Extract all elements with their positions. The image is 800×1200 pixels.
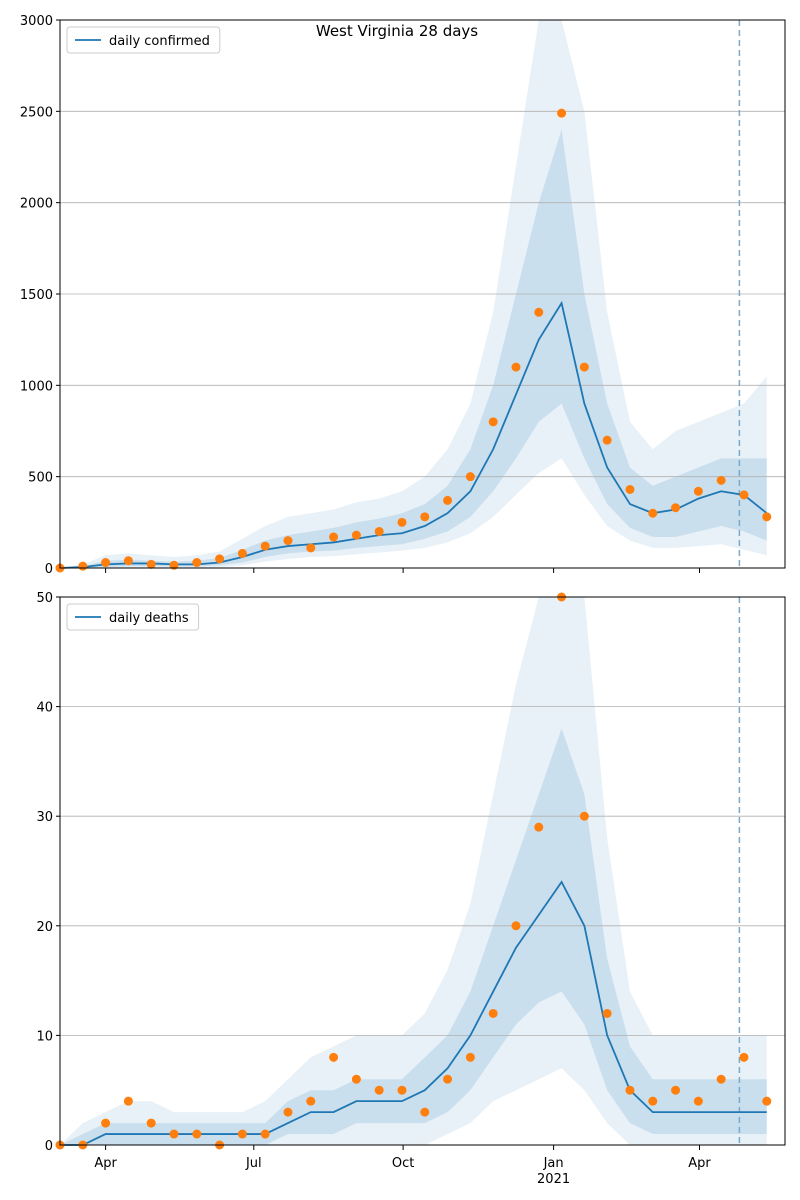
observed-point [123,1096,133,1106]
legend: daily confirmed [66,26,221,54]
observed-point [625,484,635,494]
figure-title: West Virginia 28 days [316,22,478,40]
y-tick-label: 40 [36,701,53,716]
observed-point [534,307,544,317]
observed-point [260,541,270,551]
uncertainty-band [60,20,767,568]
observed-point [306,1096,316,1106]
observed-point [237,1129,247,1139]
observed-point [397,1085,407,1095]
observed-point [693,486,703,496]
observed-point [420,512,430,522]
y-tick-label: 2000 [20,197,53,212]
y-tick-label: 0 [45,562,53,577]
panel: 0 500 1000 1500 2000 2500 3000 daily confirmed [20,14,786,577]
observed-point [420,1107,430,1117]
observed-point [169,1129,179,1139]
observed-point [762,512,772,522]
observed-point [579,811,589,821]
observed-point [329,532,339,542]
observed-point [443,1074,453,1084]
observed-point [648,508,658,518]
observed-point [557,108,567,118]
observed-point [488,1008,498,1018]
legend-label: daily confirmed [109,34,210,49]
observed-point [693,1096,703,1106]
y-tick-label: 20 [36,920,53,935]
observed-point [511,362,521,372]
y-tick-label: 50 [36,591,53,606]
y-tick-label: 30 [36,810,53,825]
y-tick-label: 500 [28,471,53,486]
observed-point [397,517,407,527]
observed-point [374,1085,384,1095]
observed-point [283,536,293,546]
observed-point [146,559,156,569]
plot-frame [59,19,786,569]
y-tick-label: 0 [45,1139,53,1154]
x-tick-label: Jan 2021 [537,1156,570,1187]
y-tick-label: 1500 [20,288,53,303]
legend: daily deaths [66,603,200,631]
y-tick-label: 2500 [20,105,53,120]
observed-point [671,1085,681,1095]
legend-label: daily deaths [109,611,189,626]
observed-point [101,1118,111,1128]
observed-point [465,472,475,482]
observed-point [716,475,726,485]
observed-point [671,503,681,513]
observed-point [306,543,316,553]
observed-point [78,561,88,571]
observed-point [716,1074,726,1084]
observed-point [260,1129,270,1139]
y-tick-label: 10 [36,1029,53,1044]
observed-point [237,548,247,558]
y-tick-label: 1000 [20,379,53,394]
observed-point [192,1129,202,1139]
observed-point [329,1052,339,1062]
panel: 0 10 20 30 40 50 Apr Jul Oct Jan 2021 Apr daily deat… [36,591,786,1187]
uncertainty-band [60,597,767,1145]
x-tick-label: Oct [392,1156,414,1171]
observed-point [602,1008,612,1018]
uncertainty-band [60,728,767,1145]
x-tick-label: Jul [245,1156,262,1171]
legend-box [66,603,200,631]
observed-point [625,1085,635,1095]
observed-point [511,921,521,931]
observed-point [739,1052,749,1062]
observed-point [534,822,544,832]
observed-point [762,1096,772,1106]
observed-point [602,435,612,445]
y-tick-label: 3000 [20,14,53,29]
observed-point [374,526,384,536]
observed-point [283,1107,293,1117]
observed-point [215,554,225,564]
x-tick-label: Apr [94,1156,117,1171]
observed-point [465,1052,475,1062]
observed-point [101,558,111,568]
observed-point [192,558,202,568]
observed-point [488,417,498,427]
observed-point [351,530,361,540]
observed-point [123,556,133,566]
observed-point [443,495,453,505]
plot-frame [59,596,786,1146]
observed-point [146,1118,156,1128]
uncertainty-band [60,129,767,568]
observed-point [579,362,589,372]
x-tick-label: Apr [688,1156,711,1171]
observed-point [648,1096,658,1106]
observed-point [351,1074,361,1084]
observed-point [739,490,749,500]
legend-box [66,26,221,54]
